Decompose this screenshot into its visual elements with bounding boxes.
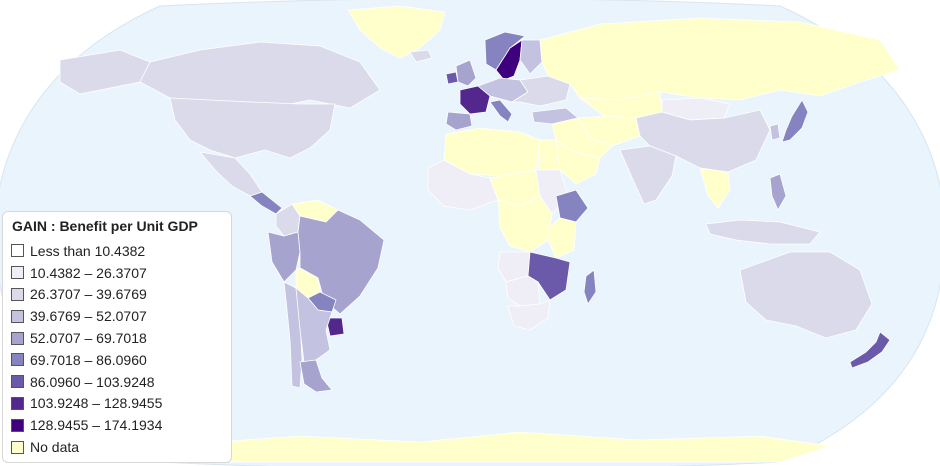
legend-item[interactable]: 39.6769 – 52.0707 bbox=[11, 305, 231, 327]
legend-item[interactable]: 10.4382 – 26.3707 bbox=[11, 262, 231, 284]
legend-swatch bbox=[11, 440, 24, 454]
region-russia[interactable] bbox=[539, 17, 901, 101]
region-peru[interactable] bbox=[267, 231, 301, 283]
legend-swatch bbox=[11, 353, 24, 367]
legend-label: 128.9455 – 174.1934 bbox=[30, 417, 163, 434]
legend-item[interactable]: 128.9455 – 174.1934 bbox=[11, 414, 231, 436]
legend-item[interactable]: 52.0707 – 69.7018 bbox=[11, 327, 231, 349]
region-argentina[interactable] bbox=[295, 287, 333, 363]
legend-swatch bbox=[11, 287, 24, 301]
legend-label: 10.4382 – 26.3707 bbox=[30, 264, 147, 281]
region-india[interactable] bbox=[619, 145, 677, 205]
region-tanzania-kenya[interactable] bbox=[547, 217, 577, 259]
legend-swatch bbox=[11, 396, 24, 410]
legend-item[interactable]: 26.3707 – 39.6769 bbox=[11, 284, 231, 306]
region-alaska[interactable] bbox=[59, 49, 151, 95]
legend-swatch bbox=[11, 266, 24, 280]
legend-item[interactable]: No data bbox=[11, 436, 231, 458]
region-indonesia[interactable] bbox=[705, 219, 821, 245]
legend-label: 86.0960 – 103.9248 bbox=[30, 373, 155, 390]
region-antarctica[interactable] bbox=[159, 431, 831, 463]
legend-label: 52.0707 – 69.7018 bbox=[30, 330, 147, 347]
map-legend: GAIN : Benefit per Unit GDP Less than 10… bbox=[2, 211, 232, 463]
region-australia[interactable] bbox=[739, 251, 873, 339]
legend-item[interactable]: 103.9248 – 128.9455 bbox=[11, 393, 231, 415]
legend-swatch bbox=[11, 375, 24, 389]
region-new-zealand[interactable] bbox=[849, 331, 891, 369]
legend-item[interactable]: 86.0960 – 103.9248 bbox=[11, 371, 231, 393]
legend-label: No data bbox=[30, 439, 80, 456]
legend-label: Less than 10.4382 bbox=[30, 242, 146, 259]
legend-swatch bbox=[11, 309, 24, 323]
legend-item[interactable]: Less than 10.4382 bbox=[11, 240, 231, 262]
region-iceland[interactable] bbox=[409, 49, 433, 63]
region-ireland[interactable] bbox=[445, 71, 459, 85]
region-egypt[interactable] bbox=[537, 139, 561, 171]
legend-swatch bbox=[11, 418, 24, 432]
region-italy[interactable] bbox=[489, 99, 513, 123]
region-united-states[interactable] bbox=[169, 97, 336, 159]
region-patagonia[interactable] bbox=[299, 359, 333, 393]
region-japan[interactable] bbox=[781, 99, 809, 143]
legend-title: GAIN : Benefit per Unit GDP bbox=[12, 218, 198, 234]
region-madagascar[interactable] bbox=[583, 269, 597, 305]
region-spain[interactable] bbox=[445, 111, 473, 131]
region-ethiopia[interactable] bbox=[555, 189, 589, 223]
legend-label: 26.3707 – 39.6769 bbox=[30, 286, 147, 303]
legend-swatch bbox=[11, 244, 24, 258]
region-south-africa[interactable] bbox=[507, 299, 551, 331]
region-philippines[interactable] bbox=[769, 173, 787, 211]
region-uruguay[interactable] bbox=[325, 317, 345, 337]
region-myanmar-thailand[interactable] bbox=[699, 167, 731, 209]
legend-swatch bbox=[11, 331, 24, 345]
region-central-america[interactable] bbox=[249, 191, 283, 215]
region-greenland[interactable] bbox=[347, 5, 446, 59]
legend-label: 39.6769 – 52.0707 bbox=[30, 308, 147, 325]
legend-label: 69.7018 – 86.0960 bbox=[30, 351, 147, 368]
legend-label: 103.9248 – 128.9455 bbox=[30, 395, 163, 412]
legend-items: Less than 10.4382 10.4382 – 26.3707 26.370… bbox=[11, 240, 231, 458]
region-south-korea[interactable] bbox=[769, 123, 781, 141]
legend-item[interactable]: 69.7018 – 86.0960 bbox=[11, 349, 231, 371]
